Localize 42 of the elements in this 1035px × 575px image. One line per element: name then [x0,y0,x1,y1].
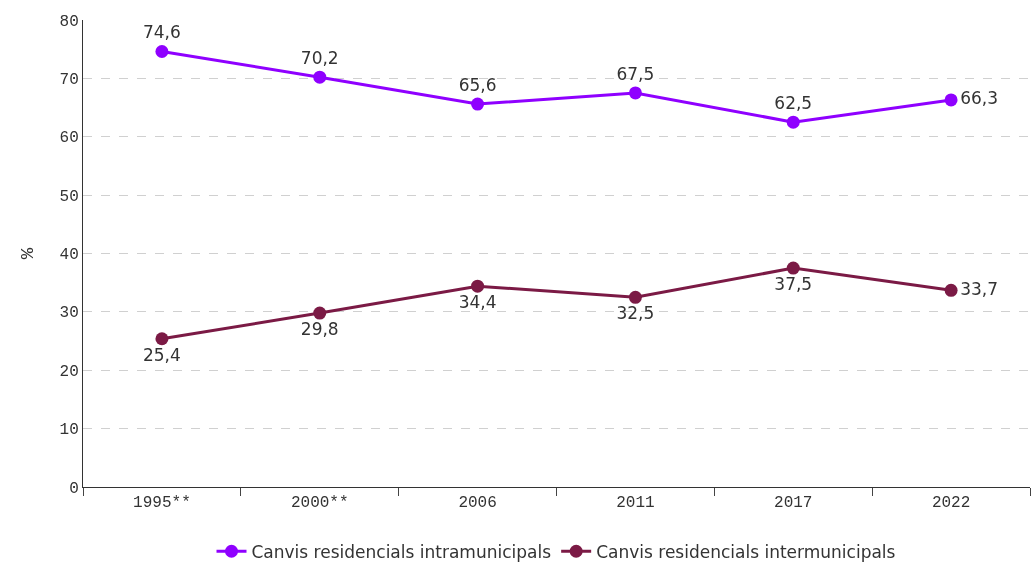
y-tick-label: 70 [59,70,79,89]
x-tick-label: 2006 [458,494,497,513]
y-tick-label: 0 [69,479,79,498]
point [313,306,327,320]
point [313,70,327,84]
data-label: 37,5 [774,273,813,294]
point [944,283,958,297]
data-label: 62,5 [774,92,813,113]
data-label: 29,8 [300,318,339,339]
point [155,332,169,346]
point [786,261,800,275]
point [786,115,800,129]
point [944,93,958,107]
data-label: 74,6 [142,22,181,43]
y-axis-title: % [17,247,40,260]
legend-label: Canvis residencials intramunicipals [251,541,552,562]
y-tick-label: 80 [59,12,79,31]
data-label: 70,2 [300,47,339,68]
y-tick-label: 40 [59,246,79,265]
x-tick-label: 2000** [290,494,349,513]
x-tick-label: 2017 [774,494,813,513]
data-label: 67,5 [616,63,655,84]
data-label: 34,4 [458,292,497,313]
y-tick-label: 60 [59,129,79,148]
point [471,279,485,293]
point [155,45,169,59]
y-tick-label: 10 [59,421,79,440]
legend-label: Canvis residencials intermunicipals [596,541,896,562]
x-tick-label: 2022 [931,494,971,513]
data-label: 25,4 [142,344,181,365]
x-tick-label: 2011 [616,494,655,513]
y-tick-label: 30 [59,304,79,323]
point [628,290,642,304]
point [628,86,642,100]
data-label: 66,3 [960,88,999,109]
y-tick-label: 20 [59,362,79,381]
data-label: 65,6 [458,74,497,95]
x-tick-label: 1995** [133,494,191,513]
data-label: 32,5 [616,303,655,324]
y-tick-label: 50 [59,187,79,206]
data-label: 33,7 [960,278,999,299]
point [471,97,485,111]
